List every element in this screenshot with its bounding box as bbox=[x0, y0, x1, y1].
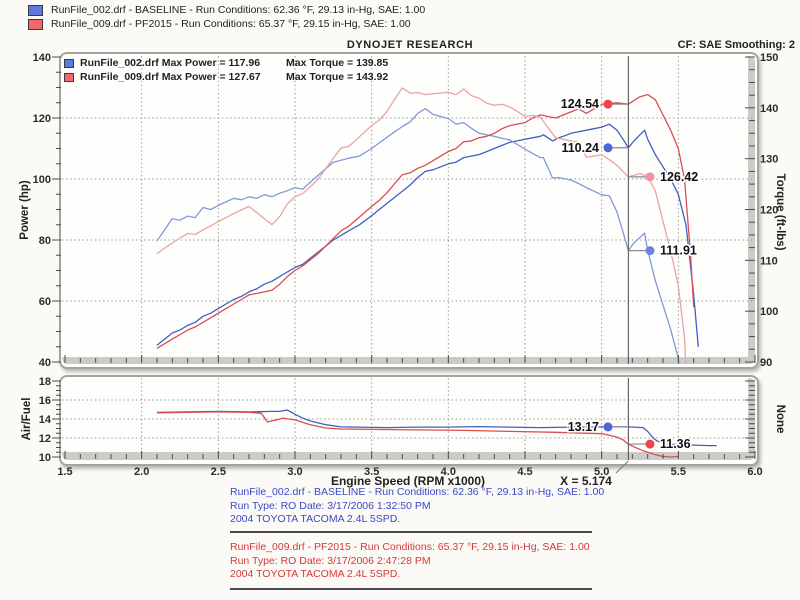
airfuel-axis-label: Air/Fuel bbox=[21, 397, 33, 441]
cursor-annotation-124.54: 124.54 bbox=[559, 96, 629, 113]
svg-text:111.91: 111.91 bbox=[660, 244, 697, 258]
info-separator-line bbox=[230, 531, 592, 533]
run009-file-and-power: RunFile_009.drf Max Power = 127.67 bbox=[80, 71, 261, 83]
cursor-annotation-11.36: 11.36 bbox=[628, 436, 692, 453]
svg-text:3.5: 3.5 bbox=[364, 466, 379, 478]
run002-file-and-power: RunFile_002.drf Max Power = 117.96 bbox=[80, 57, 261, 69]
run002-info-block: RunFile_002.drf - BASELINE - Run Conditi… bbox=[230, 486, 604, 527]
svg-text:100: 100 bbox=[760, 306, 778, 318]
annotation-dot bbox=[603, 99, 613, 109]
run-legend-item-baseline: RunFile_002.drf - BASELINE - Run Conditi… bbox=[28, 4, 425, 16]
main-chart-axis-bands bbox=[62, 56, 755, 364]
svg-text:110: 110 bbox=[760, 255, 778, 267]
axis-ticks bbox=[52, 56, 756, 459]
run002-runtype-line: Run Type: RO Date: 3/17/2006 1:32:50 PM bbox=[230, 499, 431, 512]
svg-text:120: 120 bbox=[760, 204, 778, 216]
curve-runfile-009-drf-power bbox=[156, 93, 695, 349]
cursor-label-connector bbox=[615, 460, 629, 474]
correction-smoothing-label: CF: SAE Smoothing: 2 bbox=[677, 39, 795, 51]
curve-runfile-009-drf-air-fuel bbox=[156, 411, 679, 458]
run002-vehicle-line: 2004 TOYOTA TACOMA 2.4L 5SPD. bbox=[230, 513, 401, 525]
main-chart-gridlines bbox=[62, 56, 755, 364]
svg-text:126.42: 126.42 bbox=[660, 170, 698, 184]
run009-info-block: RunFile_009.drf - PF2015 - Run Condition… bbox=[230, 541, 590, 582]
af-chart-gridlines bbox=[62, 378, 755, 460]
svg-text:110.24: 110.24 bbox=[561, 141, 599, 155]
pf2015-color-swatch bbox=[28, 18, 43, 30]
svg-text:2.5: 2.5 bbox=[211, 466, 226, 478]
curve-runfile-002-drf-torque bbox=[156, 107, 699, 364]
svg-text:100: 100 bbox=[33, 174, 51, 186]
run-legend-text: RunFile_009.drf - PF2015 - Run Condition… bbox=[51, 18, 411, 30]
page-title: DYNOJET RESEARCH bbox=[346, 39, 474, 51]
cursor-x-readout: X = 5.174 bbox=[560, 474, 612, 488]
run-legend-text: RunFile_002.drf - BASELINE - Run Conditi… bbox=[51, 4, 426, 16]
svg-text:140: 140 bbox=[760, 103, 778, 115]
run009-runtype-line: Run Type: RO Date: 3/17/2006 2:47:28 PM bbox=[230, 554, 431, 567]
svg-text:4.0: 4.0 bbox=[441, 466, 456, 478]
run-legend-item-pf2015: RunFile_009.drf - PF2015 - Run Condition… bbox=[28, 18, 411, 30]
svg-text:18: 18 bbox=[39, 376, 51, 388]
run002-conditions-line: RunFile_002.drf - BASELINE - Run Conditi… bbox=[230, 486, 605, 498]
annotation-dot bbox=[603, 143, 613, 153]
annotation-dot bbox=[645, 246, 655, 256]
annotation-dot bbox=[645, 439, 655, 449]
curve-runfile-009-drf-torque bbox=[156, 87, 695, 364]
info-separator-line-bottom bbox=[230, 588, 592, 590]
svg-text:130: 130 bbox=[760, 154, 778, 166]
svg-text:13.17: 13.17 bbox=[568, 420, 599, 434]
svg-text:3.0: 3.0 bbox=[287, 466, 302, 478]
engine-speed-axis-label: Engine Speed (RPM x1000) bbox=[330, 474, 486, 488]
annotation-dot bbox=[645, 172, 655, 182]
svg-text:80: 80 bbox=[39, 235, 51, 247]
curve-runfile-002-drf-air-fuel bbox=[156, 409, 717, 447]
main-chart-frame bbox=[59, 52, 759, 369]
svg-text:5.0: 5.0 bbox=[594, 466, 609, 478]
svg-text:150: 150 bbox=[760, 52, 778, 64]
run009-vehicle-line: 2004 TOYOTA TACOMA 2.4L 5SPD. bbox=[230, 568, 401, 580]
torque-axis-label: Torque (ft-lbs) bbox=[774, 173, 786, 251]
svg-text:124.54: 124.54 bbox=[561, 97, 599, 111]
cursor-annotation-13.17: 13.17 bbox=[566, 418, 629, 435]
svg-text:4.5: 4.5 bbox=[517, 466, 532, 478]
svg-text:60: 60 bbox=[39, 296, 51, 308]
axis-tick-labels: 40 60 80 100 120 140 90 100 110 120 130 140 150 10 12 1… bbox=[33, 52, 779, 478]
inner-legend-row-009: RunFile_009.drf Max Power = 127.67 Max T… bbox=[64, 71, 524, 83]
svg-text:10: 10 bbox=[39, 452, 51, 464]
run002-max-torque: Max Torque = 139.85 bbox=[286, 57, 389, 69]
baseline-color-swatch bbox=[28, 4, 43, 16]
run002-color-swatch bbox=[64, 58, 74, 68]
svg-text:5.5: 5.5 bbox=[671, 466, 686, 478]
cursor-annotation-110.24: 110.24 bbox=[560, 139, 629, 156]
svg-text:120: 120 bbox=[33, 113, 51, 125]
annotation-dot bbox=[603, 422, 613, 432]
svg-text:12: 12 bbox=[39, 433, 51, 445]
inner-legend-row-002: RunFile_002.drf Max Power = 117.96 Max T… bbox=[64, 57, 524, 69]
svg-text:40: 40 bbox=[39, 357, 51, 369]
cursor-annotation-111.91: 111.91 bbox=[628, 242, 698, 259]
power-axis-label: Power (hp) bbox=[19, 180, 31, 240]
svg-text:6.0: 6.0 bbox=[747, 466, 762, 478]
svg-text:11.36: 11.36 bbox=[660, 437, 691, 451]
svg-text:1.5: 1.5 bbox=[57, 466, 72, 478]
svg-text:16: 16 bbox=[39, 395, 51, 407]
svg-text:90: 90 bbox=[760, 357, 772, 369]
svg-text:14: 14 bbox=[39, 414, 52, 426]
run009-color-swatch bbox=[64, 72, 74, 82]
curve-runfile-002-drf-power bbox=[156, 123, 699, 347]
svg-text:2.0: 2.0 bbox=[134, 466, 149, 478]
run009-max-torque: Max Torque = 143.92 bbox=[286, 71, 389, 83]
run009-conditions-line: RunFile_009.drf - PF2015 - Run Condition… bbox=[230, 541, 590, 553]
cursor-annotation-126.42: 126.42 bbox=[628, 168, 700, 185]
right-channel-none-label: None bbox=[774, 404, 786, 434]
svg-text:140: 140 bbox=[33, 52, 51, 64]
